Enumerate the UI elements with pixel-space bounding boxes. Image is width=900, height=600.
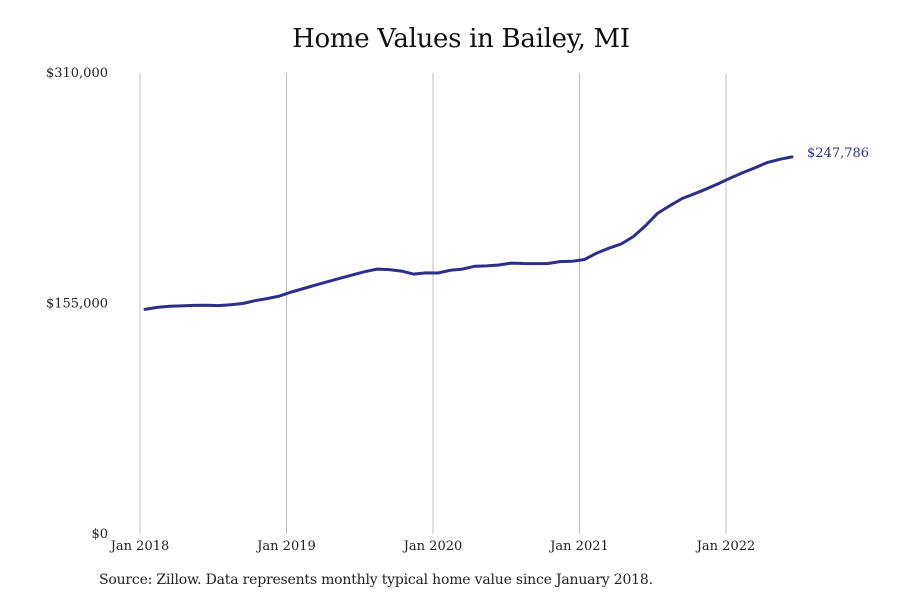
data-point [400, 270, 403, 273]
end-value-label: $247,786 [807, 146, 869, 161]
data-point [595, 252, 598, 255]
data-point [632, 235, 635, 238]
y-axis-ticks: $0 $155,000 $310,000 [46, 66, 108, 542]
x-tick-label: Jan 2018 [109, 539, 170, 554]
x-tick-label: Jan 2020 [402, 539, 463, 554]
data-point [449, 269, 452, 272]
data-point [192, 304, 195, 307]
data-point [473, 265, 476, 268]
data-point [205, 304, 208, 307]
data-point [217, 304, 220, 307]
data-point [571, 260, 574, 263]
data-point [766, 161, 769, 164]
data-point [424, 271, 427, 274]
data-point [278, 295, 281, 298]
series-line-group [143, 155, 794, 311]
data-point [778, 158, 781, 161]
data-point [461, 268, 464, 271]
data-point [156, 306, 159, 309]
gridlines [139, 73, 727, 534]
end-label-group: $247,786 [807, 146, 869, 161]
data-point [534, 262, 537, 265]
data-point [241, 302, 244, 305]
y-tick-label: $155,000 [46, 297, 108, 312]
data-point [412, 273, 415, 276]
source-note: Source: Zillow. Data represents monthly … [99, 572, 653, 588]
data-point [742, 171, 745, 174]
data-point [656, 212, 659, 215]
data-point [351, 273, 354, 276]
data-point [437, 272, 440, 275]
data-point [314, 283, 317, 286]
data-point [620, 243, 623, 246]
data-point [363, 270, 366, 273]
x-tick-label: Jan 2019 [255, 539, 316, 554]
data-point [730, 176, 733, 179]
x-axis-ticks: Jan 2018 Jan 2019 Jan 2020 Jan 2021 Jan 2022 [109, 539, 756, 554]
x-tick-label: Jan 2022 [695, 539, 756, 554]
data-point [791, 155, 794, 158]
data-point [669, 204, 672, 207]
data-point [754, 166, 757, 169]
data-point [376, 268, 379, 271]
data-point [546, 262, 549, 265]
data-point [327, 280, 330, 283]
data-point [485, 264, 488, 267]
data-point [693, 192, 696, 195]
y-tick-label: $310,000 [46, 66, 108, 81]
y-tick-label: $0 [91, 527, 108, 542]
series-line [143, 155, 794, 311]
data-point [339, 277, 342, 280]
chart-title: Home Values in Bailey, MI [292, 24, 630, 54]
data-point [522, 262, 525, 265]
data-point [302, 287, 305, 290]
data-point [607, 247, 610, 250]
data-point [559, 260, 562, 263]
data-point [498, 264, 501, 267]
data-point [583, 258, 586, 261]
data-point [705, 187, 708, 190]
data-point [266, 297, 269, 300]
data-point [229, 303, 232, 306]
data-point [717, 182, 720, 185]
data-point [290, 291, 293, 294]
data-point [253, 299, 256, 302]
data-point [168, 305, 171, 308]
data-point [510, 262, 513, 265]
data-point [388, 268, 391, 271]
data-point [681, 197, 684, 200]
data-point [644, 224, 647, 227]
data-point [144, 308, 147, 311]
x-tick-label: Jan 2021 [548, 539, 609, 554]
data-point [180, 304, 183, 307]
